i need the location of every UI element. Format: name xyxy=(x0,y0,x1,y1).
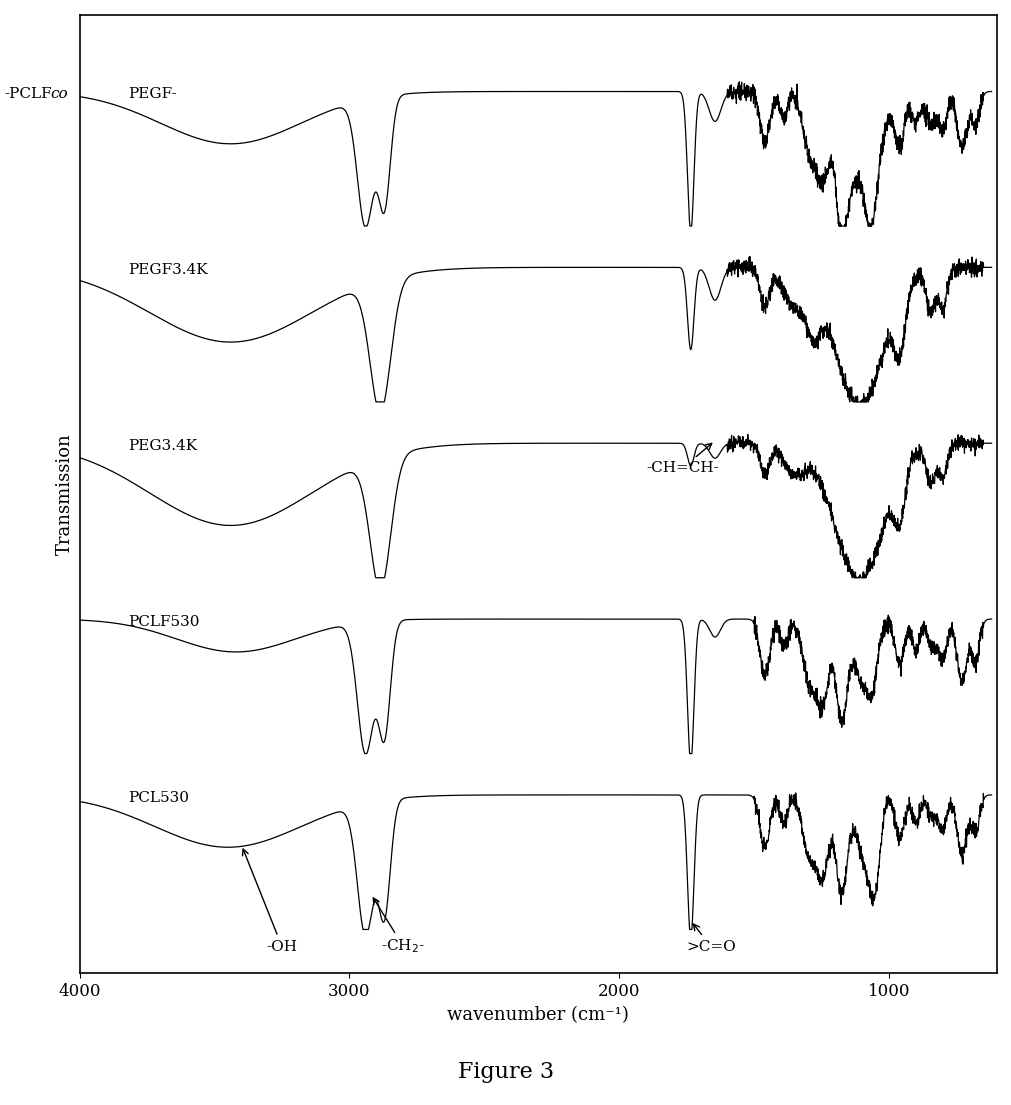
Text: -OH: -OH xyxy=(243,849,297,954)
Text: PEGF-: PEGF- xyxy=(128,87,177,102)
Text: -CH=CH-: -CH=CH- xyxy=(646,443,718,475)
Text: Figure 3: Figure 3 xyxy=(458,1061,553,1083)
Text: PEGF3.4K: PEGF3.4K xyxy=(128,263,207,277)
Y-axis label: Transmission: Transmission xyxy=(56,433,74,555)
Text: PCL530: PCL530 xyxy=(128,790,189,804)
X-axis label: wavenumber (cm⁻¹): wavenumber (cm⁻¹) xyxy=(447,1006,629,1023)
Text: PCLF530: PCLF530 xyxy=(128,614,199,629)
Text: co: co xyxy=(50,87,68,102)
Text: -CH$_2$-: -CH$_2$- xyxy=(373,898,425,955)
Text: >C=O: >C=O xyxy=(685,924,735,954)
Text: -PCLF: -PCLF xyxy=(4,87,52,102)
Text: PEG3.4K: PEG3.4K xyxy=(128,439,197,453)
